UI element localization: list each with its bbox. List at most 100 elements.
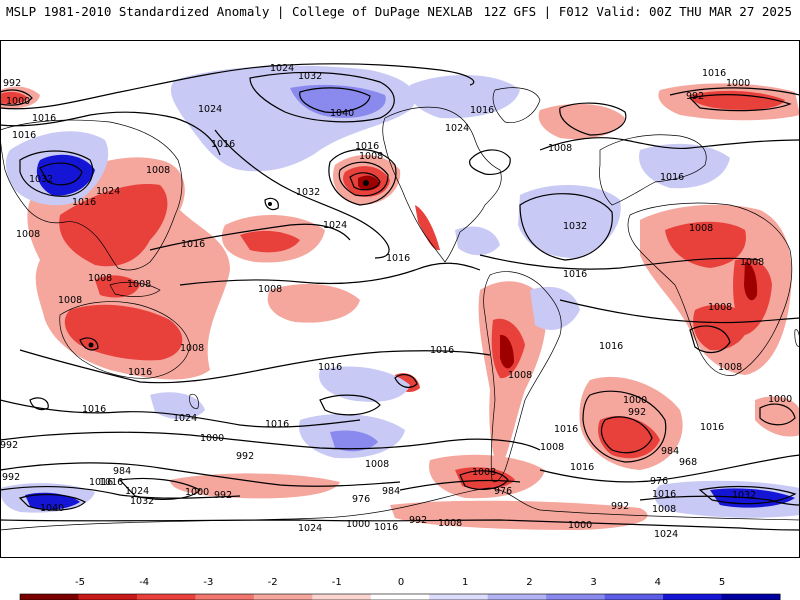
isobar-label: 976 bbox=[494, 486, 512, 497]
negative-anomaly-region bbox=[500, 334, 514, 369]
colorbar-tick-label: -1 bbox=[332, 577, 342, 588]
negative-anomaly-region bbox=[538, 103, 625, 140]
isobar-label: 1040 bbox=[330, 108, 354, 119]
isobar-label: 992 bbox=[686, 91, 704, 102]
colorbar-tick-label: 3 bbox=[590, 577, 596, 588]
isobar-label: 992 bbox=[628, 407, 646, 418]
isobar-label: 1000 bbox=[568, 520, 592, 531]
negative-anomaly-region bbox=[358, 175, 380, 191]
isobar bbox=[0, 485, 241, 499]
map-title: MSLP 1981-2010 Standardized Anomaly | Co… bbox=[6, 4, 473, 19]
isobar bbox=[0, 431, 541, 451]
isobar bbox=[0, 111, 221, 156]
negative-anomaly-region bbox=[59, 184, 168, 267]
positive-anomaly-region bbox=[518, 184, 621, 258]
colorbar-segment bbox=[487, 594, 547, 600]
isobar-label: 1016 bbox=[128, 367, 152, 378]
isobar bbox=[639, 495, 800, 506]
isobar-label: 1008 bbox=[548, 143, 572, 154]
isobar-label: 1000 bbox=[623, 395, 647, 406]
colorbar-segment bbox=[20, 594, 79, 600]
positive-anomaly-region bbox=[639, 143, 730, 189]
colorbar-tick-label: 1 bbox=[462, 577, 468, 588]
isobar-label: 1016 bbox=[563, 269, 587, 280]
australia-coastline bbox=[59, 301, 191, 379]
isobar-label: 1016 bbox=[32, 113, 56, 124]
isobar-label: 1024 bbox=[125, 486, 149, 497]
isobar-label: 1032 bbox=[29, 174, 53, 185]
isobar-label: 1032 bbox=[732, 490, 756, 501]
isobar bbox=[338, 161, 389, 197]
negative-anomaly-region bbox=[64, 304, 183, 361]
africa-coastline bbox=[627, 202, 793, 376]
isobar-label: 1016 bbox=[374, 522, 398, 533]
isobar-label: 1024 bbox=[654, 529, 678, 540]
isobar-label: 1016 bbox=[89, 477, 113, 488]
isobar-label: 1008 bbox=[718, 362, 742, 373]
negative-anomaly-region bbox=[0, 91, 28, 104]
isobar bbox=[118, 477, 202, 500]
colorbar-tick-label: 5 bbox=[719, 577, 725, 588]
isobar-label: 992 bbox=[236, 451, 254, 462]
isobar bbox=[319, 394, 381, 416]
isobar-label: 1016 bbox=[99, 477, 123, 488]
negative-anomaly-region bbox=[693, 304, 750, 351]
isobar-label: 1024 bbox=[198, 104, 222, 115]
colorbar: -5 -4 -3 -2 -1 0 1 2 3 4 5 bbox=[19, 577, 781, 600]
isobar-label: 1008 bbox=[58, 295, 82, 306]
isobars bbox=[0, 63, 800, 531]
isobar bbox=[149, 223, 351, 251]
isobar bbox=[79, 337, 99, 351]
isobar bbox=[249, 71, 395, 123]
isobar bbox=[214, 129, 390, 259]
isobar-label: 1008 bbox=[365, 459, 389, 470]
negative-anomaly-region bbox=[240, 230, 300, 253]
colorbar-segment bbox=[253, 594, 313, 600]
low-center-marker bbox=[268, 202, 272, 206]
isobar-label: 1016 bbox=[599, 341, 623, 352]
isobar bbox=[0, 399, 361, 428]
isobar bbox=[179, 262, 481, 286]
isobar bbox=[29, 397, 49, 411]
isobar-label: 1000 bbox=[726, 78, 750, 89]
negative-anomaly-region bbox=[755, 396, 800, 437]
isobar-label: 1016 bbox=[702, 68, 726, 79]
isobar-label: 1016 bbox=[12, 130, 36, 141]
positive-anomaly-region bbox=[150, 392, 205, 420]
isobar-label: 1024 bbox=[298, 523, 322, 534]
isobar bbox=[0, 462, 401, 487]
isobar-label: 1000 bbox=[185, 487, 209, 498]
isobar bbox=[18, 493, 86, 511]
valid-time-label: 12Z GFS | F012 Valid: 00Z THU MAR 27 202… bbox=[483, 4, 792, 19]
isobar-label: 1008 bbox=[180, 343, 204, 354]
colorbar-tick-label: -4 bbox=[139, 577, 149, 588]
colorbar-segment bbox=[370, 594, 430, 600]
isobar-label: 1024 bbox=[323, 220, 347, 231]
isobar-label: 1016 bbox=[318, 362, 342, 373]
isobar-label: 1008 bbox=[472, 467, 496, 478]
colorbar-segment bbox=[136, 594, 196, 600]
isobar-label: 1032 bbox=[298, 71, 322, 82]
negative-anomaly-region bbox=[689, 90, 785, 110]
isobar bbox=[600, 416, 653, 454]
isobar bbox=[394, 374, 418, 388]
colorbar-segment bbox=[663, 594, 723, 600]
indonesia-coastline bbox=[109, 281, 161, 297]
isobar-label: 1008 bbox=[438, 518, 462, 529]
isobar bbox=[669, 87, 800, 96]
isobar bbox=[459, 470, 509, 490]
isobar-label: 1032 bbox=[563, 221, 587, 232]
colorbar-tick-label: 4 bbox=[655, 577, 661, 588]
isobar-label: 1000 bbox=[768, 394, 792, 405]
isobar-label: 1024 bbox=[96, 186, 120, 197]
isobar bbox=[582, 390, 667, 463]
isobar-label: 1008 bbox=[689, 223, 713, 234]
positive-anomaly-region bbox=[25, 492, 80, 510]
isobar-label: 1016 bbox=[355, 141, 379, 152]
isobar-label: 1016 bbox=[570, 462, 594, 473]
isobar-label: 1008 bbox=[88, 273, 112, 284]
isobar-label: 976 bbox=[650, 476, 668, 487]
isobar-label: 1032 bbox=[296, 187, 320, 198]
isobar-label: 984 bbox=[113, 466, 131, 477]
